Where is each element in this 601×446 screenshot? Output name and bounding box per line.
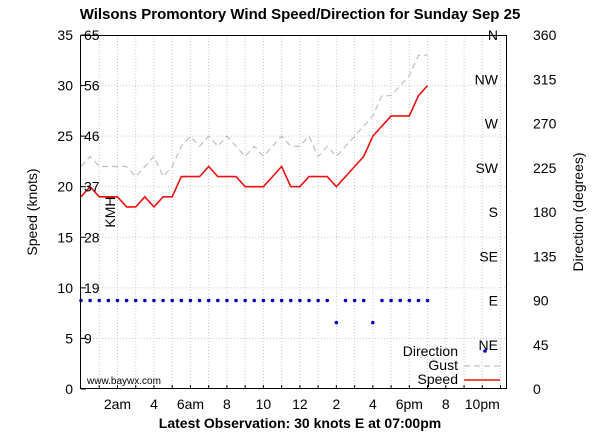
y-tick-label: 15 — [57, 229, 73, 245]
compass-tick-label: S — [489, 204, 498, 220]
plot-frame — [80, 35, 507, 389]
direction-point — [97, 298, 102, 303]
kmh-tick-label: 56 — [84, 78, 100, 94]
direction-point — [307, 298, 311, 303]
direction-point — [270, 298, 275, 303]
direction-point — [252, 298, 257, 303]
watermark: www.baywx.com — [86, 376, 161, 387]
grid — [81, 35, 506, 389]
x-tick-label: 2am — [104, 396, 131, 412]
y-tick-label: 10 — [57, 280, 73, 296]
series-group — [79, 54, 430, 325]
x-tick-label: 4 — [150, 396, 158, 412]
y2-tick-label: 45 — [533, 337, 549, 353]
kmh-tick-label: 37 — [84, 179, 100, 195]
direction-point — [161, 298, 165, 303]
compass-tick-label: W — [485, 116, 499, 132]
kmh-tick-label: 65 — [84, 27, 100, 43]
direction-point — [234, 298, 238, 303]
direction-point — [115, 298, 120, 303]
x-tick-label: 4 — [369, 396, 377, 412]
compass-tick-label: NE — [479, 337, 498, 353]
x-tick-label: 10 — [256, 396, 272, 412]
y2-tick-label: 360 — [533, 27, 557, 43]
direction-point — [316, 298, 320, 303]
x-tick-label: 8 — [223, 396, 231, 412]
kmh-tick-label: 19 — [84, 280, 100, 296]
direction-point — [425, 298, 430, 303]
direction-point — [197, 298, 202, 303]
direction-point — [279, 298, 284, 303]
y2-tick-label: 225 — [533, 160, 557, 176]
direction-point — [143, 298, 147, 303]
direction-point — [152, 298, 156, 303]
y-tick-label: 30 — [57, 78, 73, 94]
direction-point — [170, 298, 175, 303]
y-tick-label: 35 — [57, 27, 73, 43]
direction-point — [389, 298, 393, 303]
compass-tick-label: NW — [475, 71, 499, 87]
kmh-tick-label: 28 — [84, 229, 100, 245]
ticks: 0510152025303591928374656650459013518022… — [57, 27, 556, 412]
direction-point — [398, 298, 403, 303]
direction-point — [124, 298, 129, 303]
y-tick-label: 5 — [65, 330, 73, 346]
x-tick-label: 6am — [177, 396, 204, 412]
y-axis-label: Speed (knots) — [24, 168, 40, 255]
y2-tick-label: 90 — [533, 293, 549, 309]
legend-gust-label: Gust — [428, 357, 458, 373]
direction-point — [179, 298, 184, 303]
speed-line — [80, 85, 429, 209]
y-tick-label: 0 — [65, 381, 73, 397]
y2-tick-label: 270 — [533, 116, 557, 132]
direction-point — [371, 320, 375, 325]
x-tick-label: 10pm — [465, 396, 500, 412]
direction-point — [216, 298, 220, 303]
x-axis-label: Latest Observation: 30 knots E at 07:00p… — [159, 415, 441, 431]
direction-point — [288, 298, 293, 303]
x-tick-label: 12 — [292, 396, 308, 412]
y2-tick-label: 135 — [533, 248, 557, 264]
x-tick-label: 2 — [332, 396, 340, 412]
direction-point — [343, 298, 348, 303]
chart-title: Wilsons Promontory Wind Speed/Direction … — [80, 6, 521, 23]
direction-point — [206, 298, 211, 303]
direction-point — [325, 298, 330, 303]
y2-tick-label: 180 — [533, 204, 557, 220]
direction-point — [225, 298, 229, 303]
gust-line — [80, 54, 428, 178]
direction-point — [416, 298, 421, 303]
legend-direction-marker — [483, 349, 487, 353]
kmh-label: KMH — [102, 196, 118, 227]
y2-axis-label: Direction (degrees) — [570, 152, 586, 271]
direction-point — [380, 298, 384, 303]
y2-tick-label: 0 — [533, 381, 541, 397]
direction-point — [407, 298, 412, 303]
direction-point — [188, 298, 193, 303]
x-tick-label: 6pm — [396, 396, 423, 412]
compass-tick-label: N — [488, 27, 498, 43]
direction-point — [334, 320, 339, 325]
direction-point — [106, 298, 111, 303]
direction-point — [361, 298, 366, 303]
compass-tick-label: SW — [475, 160, 498, 176]
y-tick-label: 25 — [57, 128, 73, 144]
direction-point — [298, 298, 302, 303]
legend-speed-label: Speed — [418, 371, 458, 387]
direction-point — [88, 298, 92, 303]
x-tick-label: 8 — [442, 396, 450, 412]
compass-tick-label: E — [489, 293, 498, 309]
direction-point — [261, 298, 266, 303]
legend: Direction Gust Speed — [403, 343, 500, 387]
kmh-tick-label: 46 — [84, 128, 100, 144]
y-tick-label: 20 — [57, 179, 73, 195]
compass-tick-label: SE — [479, 248, 498, 264]
legend-direction-label: Direction — [403, 343, 458, 359]
direction-point — [352, 298, 357, 303]
direction-point — [133, 298, 138, 303]
direction-point — [243, 298, 247, 303]
kmh-tick-label: 9 — [84, 330, 92, 346]
y2-tick-label: 315 — [533, 71, 557, 87]
